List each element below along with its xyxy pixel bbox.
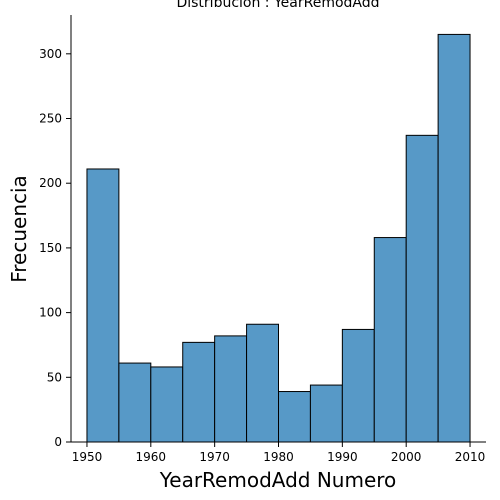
- histogram-bar-1955-1960: [118, 362, 152, 443]
- histogram-bar-1960-1965: [150, 366, 184, 443]
- x-tick-label: 1990: [327, 450, 358, 464]
- x-tick-label: 1950: [72, 450, 103, 464]
- chart-title: Distribución : YearRemodAdd: [176, 0, 379, 11]
- histogram-bar-1975-1980: [246, 323, 279, 443]
- y-axis-label: Frecuencia: [7, 175, 31, 283]
- x-tick-label: 2010: [455, 450, 486, 464]
- histogram-bar-1985-1990: [309, 384, 343, 443]
- histogram-bar-2000-2005: [405, 134, 439, 443]
- histogram-bar-1965-1970: [182, 341, 216, 443]
- histogram-bar-1990-1995: [341, 328, 375, 443]
- histogram-bar-1995-2000: [373, 237, 407, 443]
- x-tick-label: 1970: [199, 450, 230, 464]
- histogram-bar-1950-1955: [86, 168, 120, 443]
- x-tick-label: 1980: [263, 450, 294, 464]
- y-tick-label: 0: [54, 435, 62, 449]
- y-tick-label: 100: [39, 306, 62, 320]
- x-tick-label: 2000: [391, 450, 422, 464]
- x-tick-label: 1960: [136, 450, 167, 464]
- bars-group: [86, 33, 471, 443]
- histogram-bar-2005-2010: [437, 33, 471, 443]
- y-tick-label: 50: [47, 370, 62, 384]
- axes-group: 1950 1960 1970 1980 1990 2000 2010 0 50 100 150 200…: [39, 15, 486, 464]
- y-tick-label: 200: [39, 176, 62, 190]
- y-tick-label: 250: [39, 112, 62, 126]
- x-axis-label: YearRemodAdd Numero: [159, 468, 397, 492]
- histogram-bar-1980-1985: [278, 391, 311, 443]
- y-tick-label: 150: [39, 241, 62, 255]
- y-tick-label: 300: [39, 47, 62, 61]
- histogram-bar-1970-1975: [214, 335, 248, 443]
